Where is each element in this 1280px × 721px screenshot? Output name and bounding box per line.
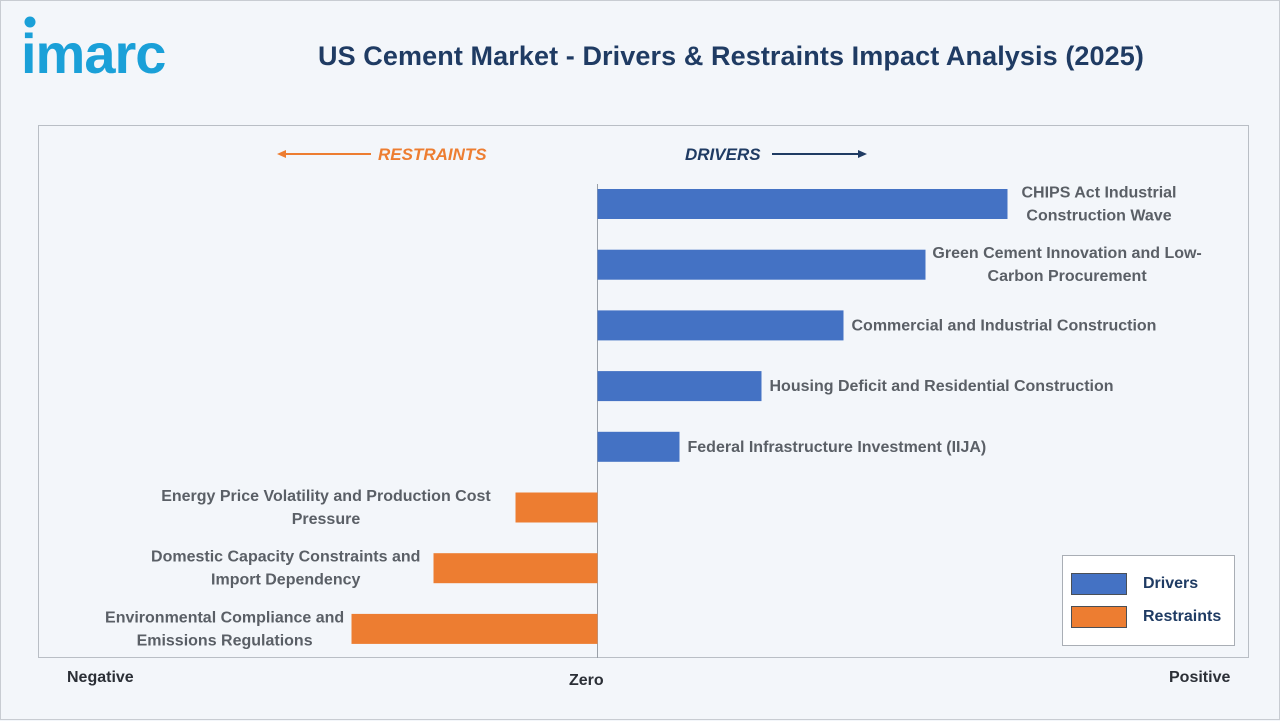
svg-text:imarc: imarc	[21, 22, 165, 83]
axis-zero-label: Zero	[569, 672, 604, 689]
chart-title: US Cement Market - Drivers & Restraints …	[317, 41, 1144, 71]
driver-label-3: Commercial and Industrial Construction	[852, 317, 1157, 334]
driver-label-1: CHIPS Act Industrial Construction Wave	[1022, 185, 1177, 225]
left-arrow-icon	[277, 150, 286, 158]
axis-positive-label: Positive	[1169, 669, 1231, 686]
legend-item-restraints: Restraints	[1071, 605, 1221, 629]
driver-bar-4	[597, 371, 762, 402]
legend-item-drivers: Drivers	[1071, 572, 1198, 596]
restraint-label-2: Domestic Capacity Constraints and Import …	[151, 549, 420, 589]
restraints-direction: RESTRAINTS	[277, 145, 487, 164]
drivers-label: DRIVERS	[685, 145, 761, 164]
restraint-bar-3	[351, 613, 598, 644]
driver-bar-2	[597, 249, 926, 280]
restraint-bar-1	[515, 492, 598, 523]
driver-bar-3	[597, 310, 844, 341]
driver-bar-1	[597, 189, 1008, 219]
legend-swatch-restraints	[1071, 606, 1127, 628]
bars-layer: CHIPS Act Industrial Construction Wave Gre…	[105, 185, 1202, 650]
restraint-label-1: Energy Price Volatility and Production C…	[161, 488, 491, 528]
driver-label-5: Federal Infrastructure Investment (IIJA)	[688, 439, 987, 456]
driver-label-4: Housing Deficit and Residential Construc…	[770, 378, 1114, 395]
imarc-logo: imarc	[21, 16, 166, 83]
legend-label-drivers: Drivers	[1143, 575, 1199, 592]
legend: Drivers Restraints	[1062, 555, 1235, 646]
axis-negative-label: Negative	[67, 669, 134, 686]
restraint-label-3: Environmental Compliance and Emissions Re…	[105, 609, 344, 649]
legend-swatch-drivers	[1071, 573, 1127, 595]
legend-label-restraints: Restraints	[1143, 608, 1222, 625]
restraints-label: RESTRAINTS	[378, 145, 487, 164]
right-arrow-icon	[858, 150, 867, 158]
restraint-bar-2	[433, 553, 598, 584]
drivers-direction: DRIVERS	[685, 145, 867, 164]
driver-bar-5	[597, 431, 680, 462]
driver-label-2: Green Cement Innovation and Low-Carbon P…	[932, 245, 1201, 285]
